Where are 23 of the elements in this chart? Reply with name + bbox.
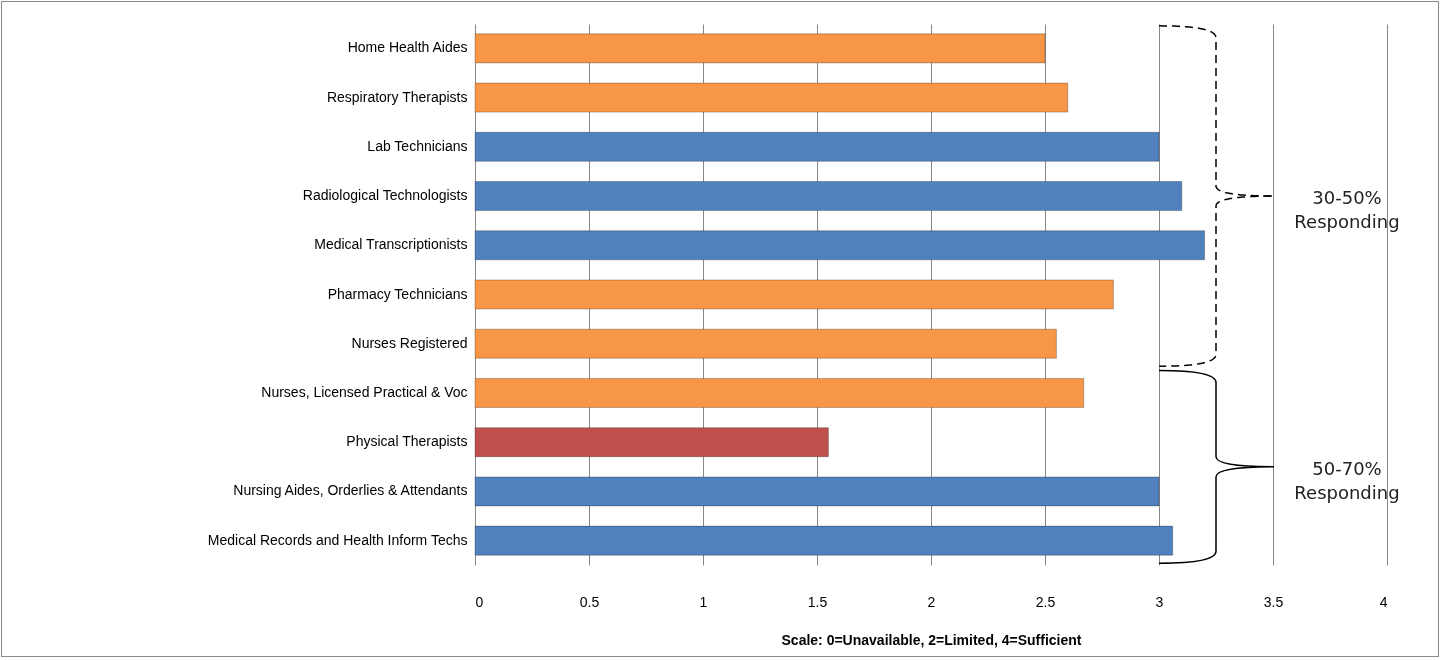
x-axis-title: Scale: 0=Unavailable, 2=Limited, 4=Sufficient <box>781 631 1082 648</box>
y-tick-label: Pharmacy Technicians <box>327 285 468 302</box>
annotation: 50-70% Responding <box>1293 456 1401 505</box>
x-tick-label: 4 <box>1379 593 1388 610</box>
y-tick-label: Nurses, Licensed Practical & Voc <box>261 383 468 400</box>
y-tick-label: Nurses Registered <box>351 334 468 351</box>
y-tick-label: Medical Records and Health Inform Techs <box>207 531 468 548</box>
x-tick-label: 2.5 <box>1035 593 1056 610</box>
x-tick-label: 0.5 <box>579 593 600 610</box>
y-tick-label: Physical Therapists <box>346 433 468 450</box>
y-tick-label: Radiological Technologists <box>302 187 468 204</box>
y-tick-label: Medical Transcriptionists <box>314 236 468 253</box>
y-tick-label: Home Health Aides <box>347 39 468 56</box>
x-tick-label: 3 <box>1155 593 1164 610</box>
x-tick-label: 1.5 <box>807 593 828 610</box>
y-tick-label: Lab Technicians <box>367 137 468 154</box>
x-tick-label: 0 <box>475 593 484 610</box>
y-tick-label: Nursing Aides, Orderlies & Attendants <box>233 482 468 499</box>
x-tick-label: 1 <box>699 593 708 610</box>
annotation: 30-50% Responding <box>1293 186 1401 235</box>
x-tick-label: 2 <box>927 593 936 610</box>
x-tick-label: 3.5 <box>1263 593 1284 610</box>
y-tick-label: Respiratory Therapists <box>326 88 468 105</box>
